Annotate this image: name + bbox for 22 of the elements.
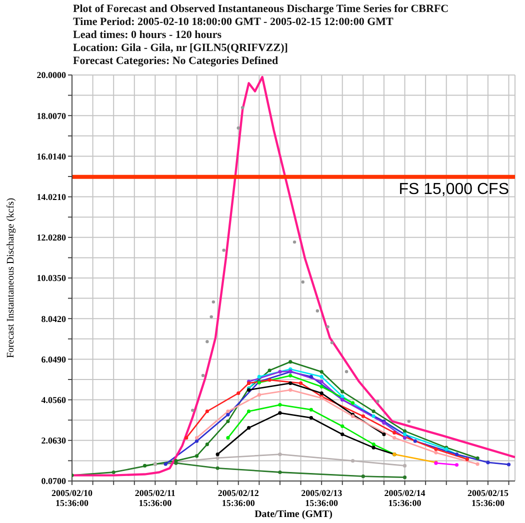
chart-subtitle: Time Period: 2005-02-10 18:00:00 GMT - 2005-02-15 12:00:00 GMT Lead times: 0 hours - 120 hours Location: Gila - Gila, nr [GILN5(QRIFVZZ)] Forecast Categories: No Categories Defined bbox=[73, 16, 394, 68]
y-tick-label: 16.0140 bbox=[36, 151, 66, 162]
y-tick-label: 6.0490 bbox=[41, 354, 66, 364]
y-tick-label: 14.0210 bbox=[36, 192, 66, 202]
chart-title: Plot of Forecast and Observed Instantaneous Discharge Time Series for CBRFC bbox=[73, 3, 449, 16]
x-tick-label: 2005/02/15 15:36:00 bbox=[467, 488, 509, 508]
y-tick-label: 20.0000 bbox=[36, 70, 66, 80]
y-tick-label: 8.0420 bbox=[41, 314, 66, 324]
y-tick-label: 2.0630 bbox=[41, 436, 66, 446]
x-tick-label: 2005/02/10 15:36:00 bbox=[51, 488, 93, 508]
ref-line-label: FS 15,000 CFS bbox=[398, 181, 509, 198]
x-tick-label: 2005/02/12 15:36:00 bbox=[218, 488, 260, 508]
y-tick-label: 12.0280 bbox=[36, 232, 66, 243]
x-axis-title: Date/Time (GMT) bbox=[254, 509, 332, 520]
x-tick-label: 2005/02/14 15:36:00 bbox=[384, 488, 426, 508]
x-tick-label: 2005/02/13 15:36:00 bbox=[301, 488, 343, 508]
x-tick-label: 2005/02/11 15:36:00 bbox=[134, 488, 176, 508]
y-tick-label: 4.0560 bbox=[41, 394, 66, 405]
y-axis-title: Forecast Instantaneous Discharge (kcfs) bbox=[6, 198, 17, 358]
y-tick-label: 0.0700 bbox=[41, 476, 66, 486]
y-tick-label: 10.0350 bbox=[36, 273, 66, 284]
y-tick-label: 18.0070 bbox=[36, 110, 66, 121]
